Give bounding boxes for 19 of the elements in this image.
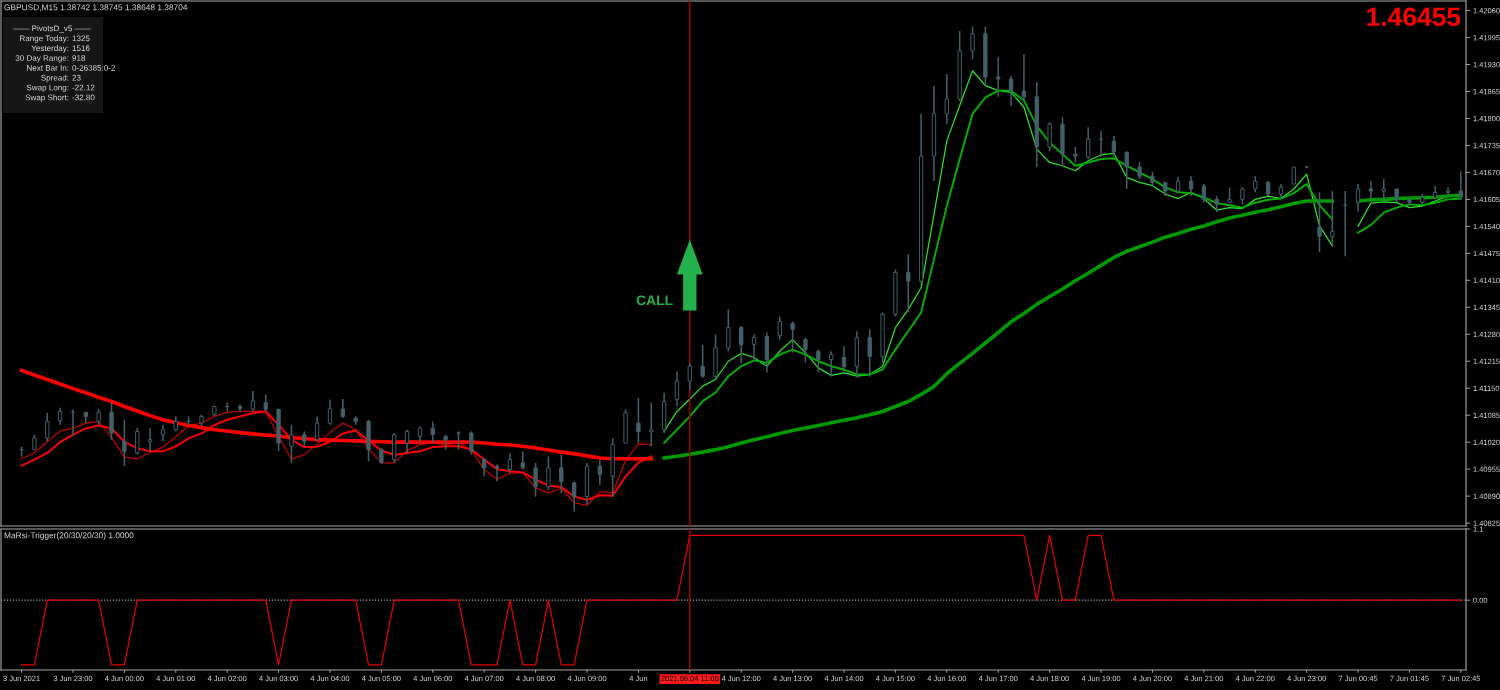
annotation: CALL bbox=[636, 295, 673, 306]
annotation: Swap Long: bbox=[26, 84, 69, 92]
chart-title: GBPUSD,M15 1.38742 1.38745 1.38648 1.38704 bbox=[4, 4, 188, 12]
annotation: 0-26385:0-2 bbox=[72, 65, 116, 71]
annotation: -32.80 bbox=[72, 94, 95, 101]
annotation: 1325 bbox=[72, 35, 90, 42]
annotation: Spread: bbox=[41, 74, 69, 83]
annotation: Range Today: bbox=[20, 35, 69, 43]
annotation: Swap Short: bbox=[25, 94, 69, 102]
annotation: 30 Day Range: bbox=[15, 55, 69, 63]
annotation: —— PivotsD_v5 —— bbox=[13, 25, 91, 33]
chart-title: MaRsi-Trigger(20/30/20/30) 1.0000 bbox=[4, 532, 134, 540]
annotation: -22.12 bbox=[72, 84, 95, 91]
annotation: Next Bar In: bbox=[27, 65, 69, 71]
annotation: Yesterday: bbox=[31, 45, 69, 53]
annotation: 23 bbox=[72, 74, 81, 81]
annotation: 1516 bbox=[72, 45, 90, 52]
annotation: 918 bbox=[72, 55, 86, 61]
annotation: 1.46455 bbox=[1367, 7, 1461, 27]
